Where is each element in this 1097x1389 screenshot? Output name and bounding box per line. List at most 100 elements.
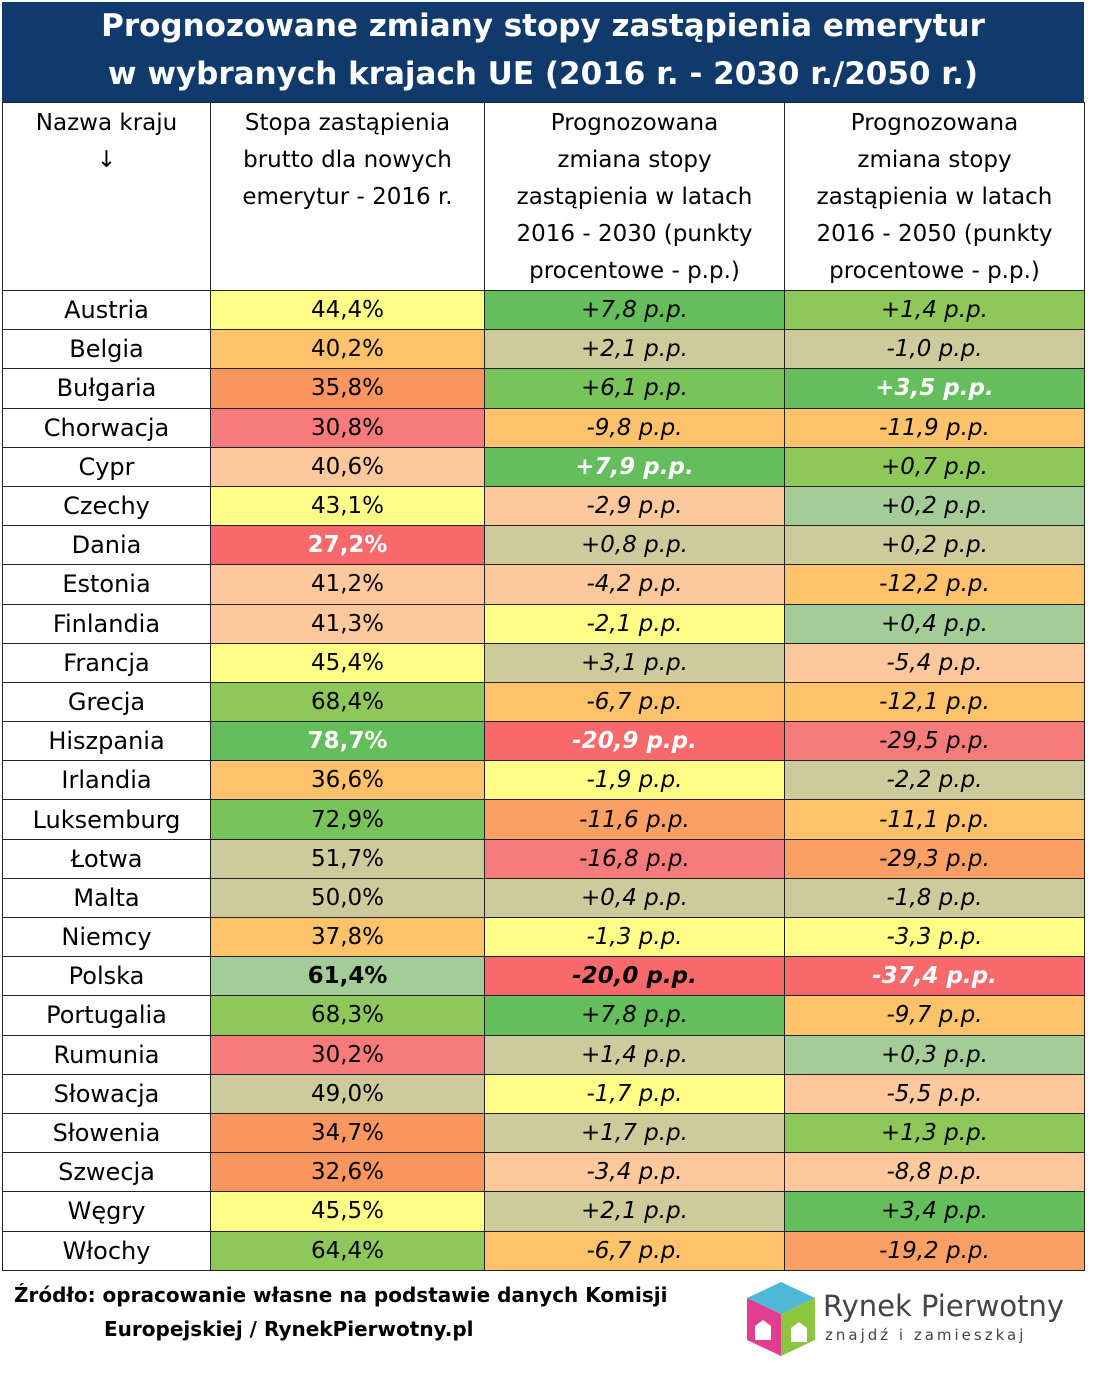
table-row: Finlandia 41,3% -2,1 p.p. +0,4 p.p.	[2, 603, 1085, 644]
country-cell: Cypr	[2, 446, 211, 487]
country-cell: Grecja	[2, 681, 211, 723]
logo-name: Rynek Pierwotny	[823, 1289, 1064, 1323]
value-cell: -4,2 p.p.	[484, 564, 785, 605]
country-cell: Belgia	[2, 329, 211, 370]
value-cell: -29,5 p.p.	[784, 721, 1085, 762]
table-row: Niemcy 37,8% -1,3 p.p. -3,3 p.p.	[2, 916, 1085, 958]
country-cell: Niemcy	[2, 916, 211, 958]
value-cell: +0,8 p.p.	[484, 525, 785, 566]
value-cell: -2,9 p.p.	[484, 485, 785, 527]
table-body: Austria 44,4% +7,8 p.p. +1,4 p.p. Belgia 40,2…	[2, 289, 1085, 1271]
table-row: Estonia 41,2% -4,2 p.p. -12,2 p.p.	[2, 564, 1085, 605]
value-cell: -6,7 p.p.	[484, 681, 785, 723]
table-row: Łotwa 51,7% -16,8 p.p. -29,3 p.p.	[2, 838, 1085, 879]
country-cell: Finlandia	[2, 603, 211, 644]
header-row: Nazwa kraju ↓ Stopa zastąpienia brutto dl…	[2, 102, 1085, 291]
value-cell: 44,4%	[210, 289, 485, 331]
country-cell: Polska	[2, 956, 211, 997]
value-cell: -2,2 p.p.	[784, 760, 1085, 801]
value-cell: -20,9 p.p.	[484, 721, 785, 762]
value-cell: 45,5%	[210, 1191, 485, 1232]
value-cell: -8,8 p.p.	[784, 1152, 1085, 1193]
value-cell: +1,4 p.p.	[484, 1034, 785, 1075]
value-cell: +3,5 p.p.	[784, 368, 1085, 409]
value-cell: -12,2 p.p.	[784, 564, 1085, 605]
table-row: Włochy 64,4% -6,7 p.p. -19,2 p.p.	[2, 1230, 1085, 1271]
value-cell: -1,9 p.p.	[484, 760, 785, 801]
value-cell: 40,2%	[210, 329, 485, 370]
table-row: Węgry 45,5% +2,1 p.p. +3,4 p.p.	[2, 1191, 1085, 1232]
logo-tagline: znajdź i zamieszkaj	[825, 1326, 1026, 1344]
country-cell: Węgry	[2, 1191, 211, 1232]
value-cell: 41,2%	[210, 564, 485, 605]
table-row: Malta 50,0% +0,4 p.p. -1,8 p.p.	[2, 877, 1085, 919]
value-cell: 45,4%	[210, 642, 485, 683]
country-cell: Słowenia	[2, 1112, 211, 1154]
source-line: Europejskiej / RynekPierwotny.pl	[104, 1317, 474, 1341]
value-cell: -12,1 p.p.	[784, 681, 1085, 723]
table-row: Hiszpania 78,7% -20,9 p.p. -29,5 p.p.	[2, 721, 1085, 762]
value-cell: +0,2 p.p.	[784, 525, 1085, 566]
value-cell: -11,1 p.p.	[784, 799, 1085, 840]
country-cell: Słowacja	[2, 1073, 211, 1114]
table-row: Polska 61,4% -20,0 p.p. -37,4 p.p.	[2, 956, 1085, 997]
table-row: Belgia 40,2% +2,1 p.p. -1,0 p.p.	[2, 329, 1085, 370]
country-cell: Estonia	[2, 564, 211, 605]
value-cell: +0,7 p.p.	[784, 446, 1085, 487]
table-row: Bułgaria 35,8% +6,1 p.p. +3,5 p.p.	[2, 368, 1085, 409]
country-cell: Chorwacja	[2, 407, 211, 448]
column-header: Prognozowana zmiana stopy zastąpienia w …	[484, 102, 785, 291]
value-cell: +6,1 p.p.	[484, 368, 785, 409]
table-row: Chorwacja 30,8% -9,8 p.p. -11,9 p.p.	[2, 407, 1085, 448]
value-cell: -1,8 p.p.	[784, 877, 1085, 919]
table-row: Francja 45,4% +3,1 p.p. -5,4 p.p.	[2, 642, 1085, 683]
value-cell: +1,3 p.p.	[784, 1112, 1085, 1154]
country-cell: Luksemburg	[2, 799, 211, 840]
value-cell: +7,9 p.p.	[484, 446, 785, 487]
value-cell: +1,7 p.p.	[484, 1112, 785, 1154]
value-cell: 49,0%	[210, 1073, 485, 1114]
value-cell: 34,7%	[210, 1112, 485, 1154]
value-cell: 30,2%	[210, 1034, 485, 1075]
country-cell: Irlandia	[2, 760, 211, 801]
table-row: Irlandia 36,6% -1,9 p.p. -2,2 p.p.	[2, 760, 1085, 801]
value-cell: +7,8 p.p.	[484, 995, 785, 1036]
value-cell: -6,7 p.p.	[484, 1230, 785, 1271]
value-cell: 68,4%	[210, 681, 485, 723]
value-cell: 37,8%	[210, 916, 485, 958]
value-cell: -1,3 p.p.	[484, 916, 785, 958]
table-row: Portugalia 68,3% +7,8 p.p. -9,7 p.p.	[2, 995, 1085, 1036]
title-band: Prognozowane zmiany stopy zastąpienia em…	[2, 2, 1084, 102]
value-cell: -5,4 p.p.	[784, 642, 1085, 683]
table-row: Czechy 43,1% -2,9 p.p. +0,2 p.p.	[2, 485, 1085, 527]
value-cell: 51,7%	[210, 838, 485, 879]
value-cell: +2,1 p.p.	[484, 1191, 785, 1232]
value-cell: +0,4 p.p.	[784, 603, 1085, 644]
value-cell: -20,0 p.p.	[484, 956, 785, 997]
country-cell: Włochy	[2, 1230, 211, 1271]
value-cell: -5,5 p.p.	[784, 1073, 1085, 1114]
source-line: Źródło: opracowanie własne na podstawie …	[14, 1283, 668, 1307]
country-cell: Dania	[2, 525, 211, 566]
value-cell: -1,7 p.p.	[484, 1073, 785, 1114]
value-cell: -19,2 p.p.	[784, 1230, 1085, 1271]
country-cell: Malta	[2, 877, 211, 919]
value-cell: -11,9 p.p.	[784, 407, 1085, 448]
value-cell: 27,2%	[210, 525, 485, 566]
table-row: Szwecja 32,6% -3,4 p.p. -8,8 p.p.	[2, 1152, 1085, 1193]
value-cell: +2,1 p.p.	[484, 329, 785, 370]
logo-icon	[747, 1282, 815, 1356]
column-header: Nazwa kraju ↓	[2, 102, 211, 291]
value-cell: 32,6%	[210, 1152, 485, 1193]
value-cell: -9,7 p.p.	[784, 995, 1085, 1036]
value-cell: 68,3%	[210, 995, 485, 1036]
country-cell: Bułgaria	[2, 368, 211, 409]
value-cell: -1,0 p.p.	[784, 329, 1085, 370]
value-cell: +0,2 p.p.	[784, 485, 1085, 527]
table-row: Słowacja 49,0% -1,7 p.p. -5,5 p.p.	[2, 1073, 1085, 1114]
country-cell: Austria	[2, 289, 211, 331]
table-row: Luksemburg 72,9% -11,6 p.p. -11,1 p.p.	[2, 799, 1085, 840]
table-row: Rumunia 30,2% +1,4 p.p. +0,3 p.p.	[2, 1034, 1085, 1075]
value-cell: 36,6%	[210, 760, 485, 801]
